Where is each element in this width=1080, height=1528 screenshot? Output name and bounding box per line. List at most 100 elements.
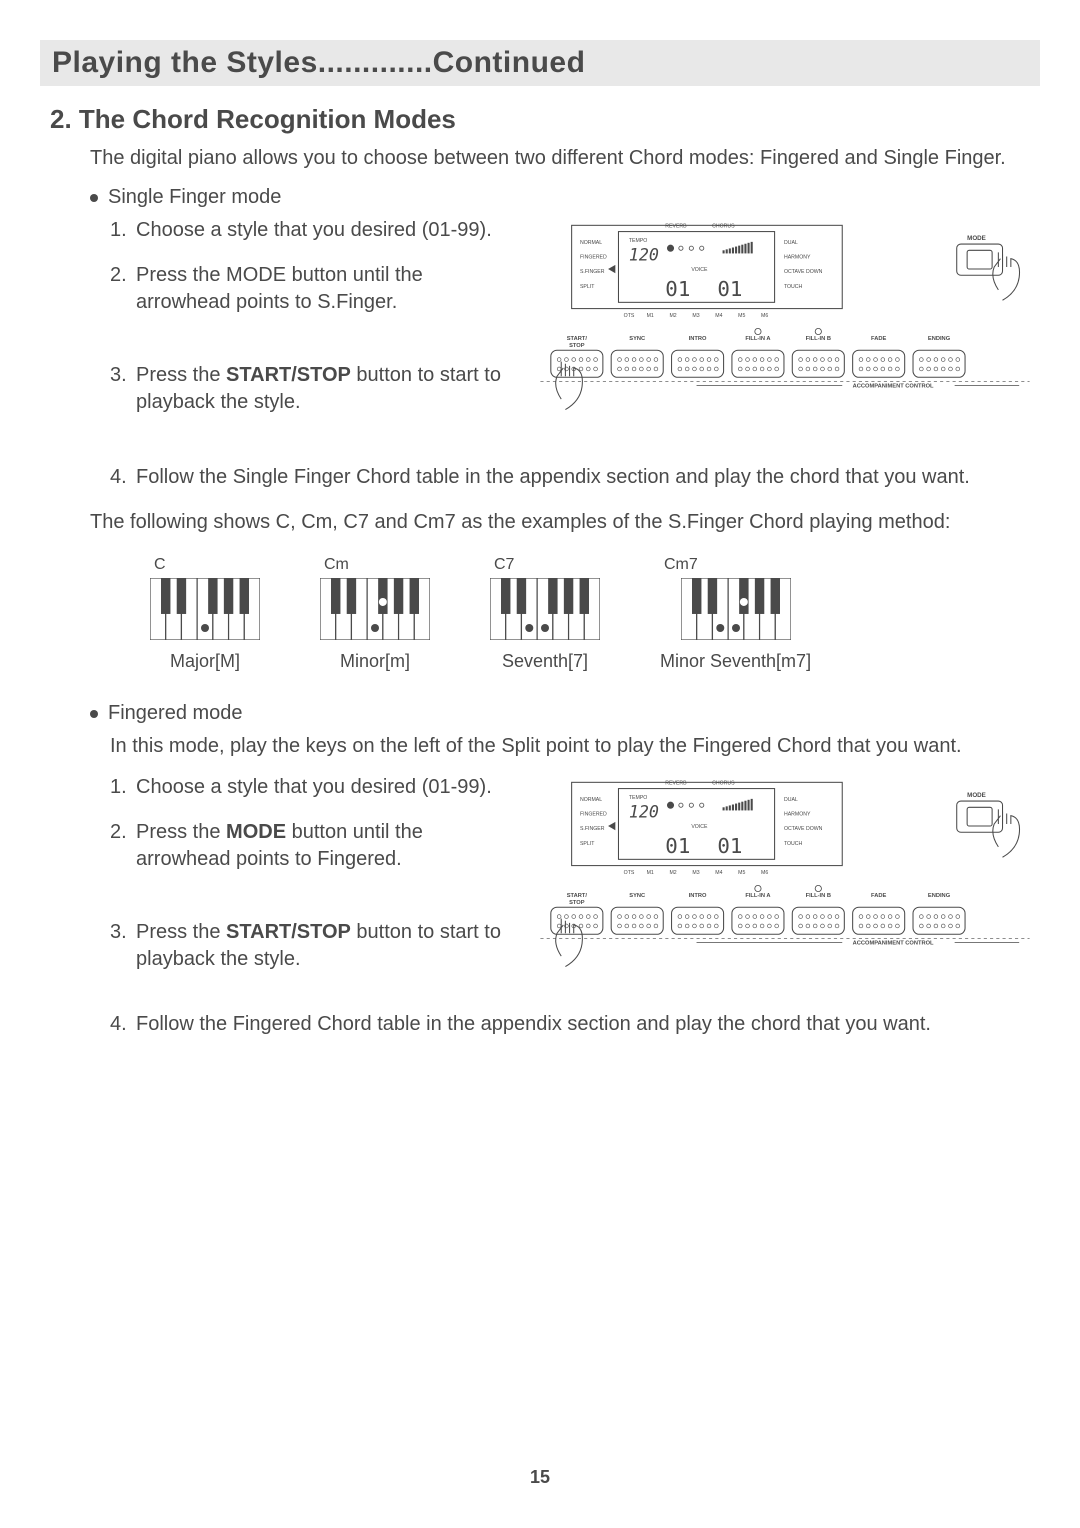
svg-text:M4: M4: [715, 870, 722, 876]
chord-type: Seventh[7]: [490, 651, 600, 672]
svg-text:REVERB: REVERB: [665, 223, 687, 229]
chord-name: C: [150, 556, 260, 574]
svg-text:OTS: OTS: [624, 870, 635, 876]
svg-text:FILL-IN A: FILL-IN A: [745, 893, 770, 899]
chord-type: Minor[m]: [320, 651, 430, 672]
chord-name: Cm7: [660, 556, 811, 574]
examples-intro: The following shows C, Cm, C7 and Cm7 as…: [90, 509, 1040, 536]
svg-text:SYNC: SYNC: [629, 893, 645, 899]
svg-text:STOP: STOP: [569, 343, 585, 349]
svg-text:OCTAVE DOWN: OCTAVE DOWN: [784, 269, 823, 275]
svg-text:FILL-IN B: FILL-IN B: [806, 336, 831, 342]
svg-text:M6: M6: [761, 313, 768, 319]
control-panel-icon: NORMAL FINGERED S.FINGER SPLIT REVERB CHORUS T…: [530, 774, 1040, 982]
fingered-step-3: 3. Press the START/STOP button to start …: [110, 919, 510, 973]
svg-text:01: 01: [717, 277, 742, 301]
svg-text:SPLIT: SPLIT: [580, 841, 595, 847]
fingered-intro: In this mode, play the keys on the left …: [110, 733, 1040, 760]
panel-illustration-2: NORMAL FINGERED S.FINGER SPLIT REVERB CHORUS T…: [530, 774, 1040, 987]
keyboard-icon: [681, 578, 791, 640]
bullet-icon: [90, 194, 98, 202]
fingered-heading: Fingered mode: [108, 702, 243, 725]
svg-text:CHORUS: CHORUS: [712, 223, 735, 229]
svg-text:FADE: FADE: [871, 893, 886, 899]
chord-example: Cm Minor[m]: [320, 556, 430, 672]
svg-text:MODE: MODE: [967, 235, 986, 242]
fingered-step-1: 1. Choose a style that you desired (01-9…: [110, 774, 510, 801]
section-heading: 2. The Chord Recognition Modes: [50, 104, 1040, 135]
svg-text:M2: M2: [669, 313, 676, 319]
chord-name: Cm: [320, 556, 430, 574]
svg-text:M5: M5: [738, 313, 745, 319]
svg-text:FILL-IN B: FILL-IN B: [806, 893, 831, 899]
svg-text:TOUCH: TOUCH: [784, 841, 803, 847]
fingered-step-2: 2. Press the MODE button until the arrow…: [110, 819, 510, 873]
fingered-step-4: 4. Follow the Fingered Chord table in th…: [110, 1011, 1010, 1038]
panel-illustration-1: NORMALFINGEREDS.FINGERSPLITREVERBCHORUST…: [530, 217, 1040, 430]
svg-text:M4: M4: [715, 313, 722, 319]
page-title: Playing the Styles.............Continued: [52, 46, 1028, 80]
svg-text:TEMPO: TEMPO: [629, 795, 647, 801]
sfinger-step-1: 1. Choose a style that you desired (01-9…: [110, 217, 510, 244]
fingered-bullet: Fingered mode: [90, 702, 1040, 725]
chord-type: Major[M]: [150, 651, 260, 672]
svg-text:OTS: OTS: [624, 313, 635, 319]
keyboard-icon: [150, 578, 260, 640]
svg-text:M5: M5: [738, 870, 745, 876]
svg-text:INTRO: INTRO: [689, 336, 707, 342]
sfinger-step-2: 2. Press the MODE button until the arrow…: [110, 262, 510, 316]
svg-text:HARMONY: HARMONY: [784, 255, 811, 261]
sfinger-heading: Single Finger mode: [108, 186, 281, 209]
svg-text:120: 120: [629, 246, 659, 265]
svg-text:CHORUS: CHORUS: [712, 780, 735, 786]
svg-text:01: 01: [665, 277, 690, 301]
svg-text:START/: START/: [567, 893, 588, 899]
chord-example: Cm7 Minor Seventh[m7]: [660, 556, 811, 672]
sfinger-step-4: 4. Follow the Single Finger Chord table …: [110, 464, 1010, 491]
svg-text:NORMAL: NORMAL: [580, 797, 602, 803]
svg-text:NORMAL: NORMAL: [580, 240, 602, 246]
svg-text:ENDING: ENDING: [928, 893, 951, 899]
chord-type: Minor Seventh[m7]: [660, 651, 811, 672]
svg-text:S.FINGER: S.FINGER: [580, 269, 605, 275]
chord-name: C7: [490, 556, 600, 574]
chord-examples: C Major[M] Cm Minor[m] C7 Seventh[7] Cm7 Minor …: [150, 556, 1040, 672]
svg-text:120: 120: [629, 803, 659, 822]
svg-text:FINGERED: FINGERED: [580, 812, 607, 818]
svg-text:M1: M1: [647, 313, 654, 319]
svg-text:FILL-IN A: FILL-IN A: [745, 336, 770, 342]
svg-text:M1: M1: [647, 870, 654, 876]
svg-text:SPLIT: SPLIT: [580, 284, 595, 290]
svg-text:01: 01: [717, 834, 742, 858]
svg-text:ENDING: ENDING: [928, 336, 951, 342]
svg-text:ACCOMPANIMENT CONTROL: ACCOMPANIMENT CONTROL: [853, 941, 934, 947]
svg-text:FINGERED: FINGERED: [580, 255, 607, 261]
svg-text:START/: START/: [567, 336, 588, 342]
control-panel-icon: NORMALFINGEREDS.FINGERSPLITREVERBCHORUST…: [530, 217, 1040, 425]
svg-text:VOICE: VOICE: [691, 824, 708, 830]
svg-text:ACCOMPANIMENT CONTROL: ACCOMPANIMENT CONTROL: [853, 384, 934, 390]
sfinger-step-3: 3. Press the START/STOP button to start …: [110, 362, 510, 416]
svg-text:STOP: STOP: [569, 900, 585, 906]
svg-text:M6: M6: [761, 870, 768, 876]
bullet-icon: [90, 710, 98, 718]
svg-text:S.FINGER: S.FINGER: [580, 826, 605, 832]
svg-text:HARMONY: HARMONY: [784, 812, 811, 818]
svg-text:01: 01: [665, 834, 690, 858]
page-number: 15: [0, 1467, 1080, 1488]
svg-text:MODE: MODE: [967, 792, 986, 799]
keyboard-icon: [320, 578, 430, 640]
svg-text:SYNC: SYNC: [629, 336, 645, 342]
intro-text: The digital piano allows you to choose b…: [90, 145, 1040, 172]
chord-example: C7 Seventh[7]: [490, 556, 600, 672]
svg-text:M3: M3: [692, 870, 699, 876]
svg-text:REVERB: REVERB: [665, 780, 687, 786]
svg-text:INTRO: INTRO: [689, 893, 707, 899]
svg-text:VOICE: VOICE: [691, 267, 708, 273]
svg-text:DUAL: DUAL: [784, 240, 798, 246]
keyboard-icon: [490, 578, 600, 640]
svg-text:M2: M2: [669, 870, 676, 876]
title-bar: Playing the Styles.............Continued: [40, 40, 1040, 86]
chord-example: C Major[M]: [150, 556, 260, 672]
svg-text:M3: M3: [692, 313, 699, 319]
